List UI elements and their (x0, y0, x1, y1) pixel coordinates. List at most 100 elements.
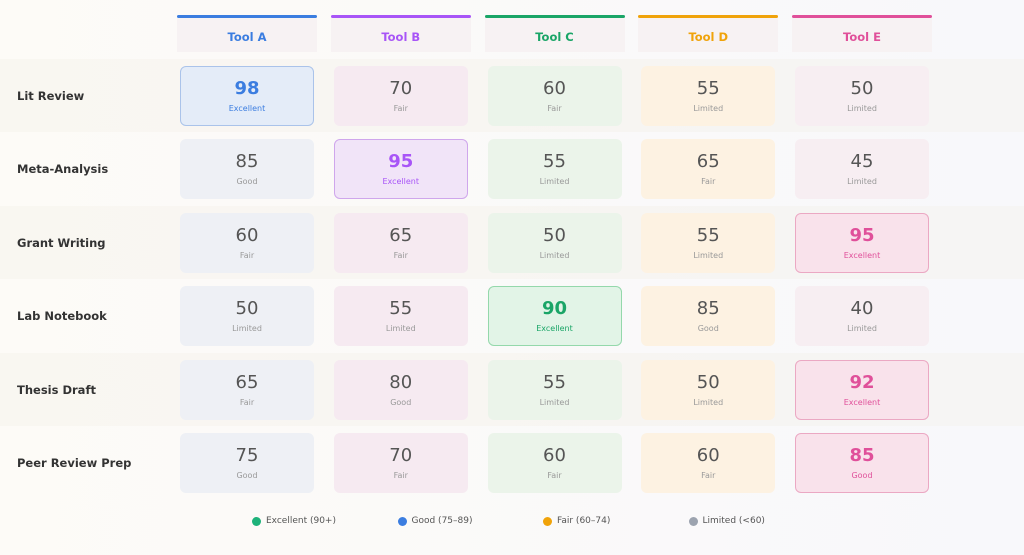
score-value: 85 (235, 151, 259, 173)
score-cell: 50 Limited (180, 286, 314, 347)
row-label: Thesis Draft (17, 382, 96, 397)
column-header: Tool A (177, 18, 317, 52)
column-accent (792, 15, 932, 18)
score-rating: Excellent (536, 324, 573, 334)
column-accent (330, 15, 471, 18)
score-cell: 50 Limited (795, 66, 929, 126)
score-value: 50 (696, 371, 720, 393)
column-header: Tool C (484, 18, 625, 52)
column-header: Tool D (638, 18, 779, 52)
score-rating: Excellent (843, 397, 881, 407)
score-cell: 95 Excellent (795, 212, 929, 273)
row-label: Meta-Analysis (17, 162, 109, 177)
score-rating: Fair (393, 471, 408, 480)
score-value: 55 (696, 224, 720, 246)
score-rating: Fair (239, 397, 255, 407)
score-rating: Excellent (228, 104, 266, 113)
score-cell: 55 Limited (487, 359, 622, 420)
score-value: 85 (696, 298, 720, 320)
score-value: 92 (849, 371, 875, 393)
score-rating: Good (236, 471, 258, 480)
column-accent (177, 15, 317, 18)
column-header: Tool B (330, 18, 471, 52)
score-rating: Fair (393, 104, 408, 113)
score-cell: 65 Fair (333, 212, 468, 273)
score-value: 80 (389, 371, 413, 393)
score-cell: 85 Good (795, 433, 929, 493)
score-value: 50 (235, 298, 259, 320)
legend-dot (543, 517, 552, 526)
legend-label: Limited (<60) (702, 516, 765, 526)
row-label: Lab Notebook (17, 309, 107, 324)
score-cell: 80 Good (333, 359, 468, 420)
row-label: Lit Review (17, 89, 85, 103)
column-accent (638, 15, 779, 18)
score-rating: Limited (693, 397, 724, 407)
score-value: 55 (543, 371, 566, 393)
score-rating: Limited (232, 324, 262, 334)
score-rating: Excellent (843, 250, 881, 260)
score-value: 40 (850, 298, 874, 320)
score-rating: Limited (693, 250, 724, 260)
score-rating: Fair (547, 471, 562, 480)
score-cell: 40 Limited (795, 286, 929, 347)
score-cell: 50 Limited (641, 359, 776, 420)
score-cell: 65 Fair (641, 139, 776, 200)
legend-label: Good (75–89) (411, 516, 473, 526)
score-value: 70 (389, 78, 413, 99)
score-cell: 60 Fair (641, 433, 776, 493)
score-value: 75 (235, 445, 259, 466)
score-cell: 60 Fair (487, 433, 622, 493)
score-cell: 55 Limited (641, 66, 776, 126)
score-value: 95 (849, 224, 875, 246)
score-value: 60 (543, 78, 566, 99)
score-cell: 50 Limited (487, 212, 622, 273)
row-label: Peer Review Prep (17, 456, 132, 470)
score-rating: Fair (239, 250, 255, 260)
score-cell: 85 Good (641, 286, 776, 347)
score-cell: 70 Fair (333, 66, 468, 126)
score-cell: 60 Fair (180, 212, 314, 273)
score-rating: Limited (385, 324, 416, 334)
score-cell: 75 Good (180, 433, 314, 493)
score-rating: Fair (393, 250, 408, 260)
score-value: 65 (389, 224, 413, 246)
score-value: 55 (696, 78, 720, 99)
score-rating: Fair (701, 471, 716, 480)
score-value: 55 (389, 298, 413, 320)
score-rating: Limited (539, 250, 570, 260)
score-rating: Good (236, 177, 258, 187)
score-value: 50 (850, 78, 874, 99)
score-value: 95 (388, 151, 414, 173)
score-value: 90 (541, 298, 568, 320)
score-rating: Limited (847, 324, 877, 334)
score-value: 45 (850, 151, 874, 173)
score-value: 85 (849, 445, 875, 466)
score-cell: 45 Limited (795, 139, 929, 200)
column-header: Tool E (792, 18, 932, 52)
score-value: 60 (543, 445, 566, 466)
score-cell: 90 Excellent (487, 286, 622, 347)
score-value: 60 (235, 224, 259, 246)
score-cell: 70 Fair (333, 433, 468, 493)
legend-label: Fair (60–74) (557, 516, 611, 526)
score-value: 98 (234, 78, 260, 99)
legend-label: Excellent (90+) (266, 516, 336, 526)
score-rating: Excellent (382, 177, 420, 187)
score-value: 55 (543, 151, 566, 173)
score-cell: 65 Fair (180, 359, 314, 420)
score-rating: Fair (701, 177, 716, 187)
score-rating: Fair (547, 104, 562, 113)
score-rating: Limited (693, 104, 724, 113)
score-rating: Limited (847, 104, 877, 113)
score-cell: 55 Limited (487, 139, 622, 200)
score-cell: 85 Good (180, 139, 314, 200)
score-cell: 55 Limited (333, 286, 468, 347)
score-value: 50 (543, 224, 566, 246)
score-rating: Limited (539, 177, 570, 187)
score-cell: 60 Fair (487, 66, 622, 126)
score-value: 65 (235, 371, 259, 393)
score-cell: 95 Excellent (333, 139, 468, 200)
score-rating: Limited (847, 177, 877, 187)
